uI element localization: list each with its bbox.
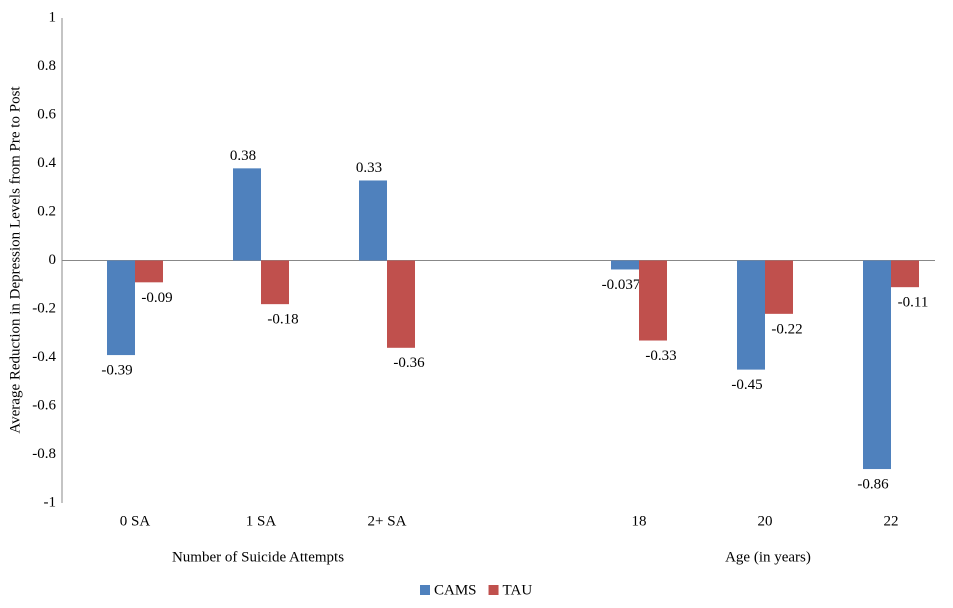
y-tick-label: -0.4 xyxy=(32,349,56,365)
y-tick-label: -1 xyxy=(44,494,57,510)
bar xyxy=(107,260,135,356)
y-tick-label: 0.8 xyxy=(37,58,56,74)
value-label: -0.037 xyxy=(602,277,641,293)
value-label: -0.22 xyxy=(771,321,802,337)
bar xyxy=(611,260,639,270)
bar xyxy=(387,260,415,348)
x-tick-label: 2+ SA xyxy=(368,513,407,529)
legend-label: TAU xyxy=(503,582,533,598)
bar xyxy=(135,260,163,283)
group-label: Number of Suicide Attempts xyxy=(172,549,344,565)
y-axis-label: Average Reduction in Depression Levels f… xyxy=(7,86,23,434)
legend-swatch xyxy=(488,585,499,595)
bar xyxy=(261,260,289,305)
value-label: -0.33 xyxy=(645,348,676,364)
value-label: 0.33 xyxy=(356,160,382,176)
value-label: -0.11 xyxy=(898,295,929,311)
group-label: Age (in years) xyxy=(725,549,811,565)
bar xyxy=(765,260,793,314)
legend-swatch xyxy=(420,585,430,595)
value-label: -0.18 xyxy=(267,312,298,328)
x-tick-label: 1 SA xyxy=(246,513,277,529)
x-tick-label: 20 xyxy=(758,513,773,529)
bar xyxy=(233,168,261,261)
y-tick-label: 1 xyxy=(49,9,57,25)
x-tick-label: 18 xyxy=(632,513,647,529)
legend-label: CAMS xyxy=(434,582,477,598)
value-label: -0.45 xyxy=(731,377,762,393)
value-label: -0.39 xyxy=(101,363,132,379)
y-tick-label: 0.4 xyxy=(37,155,56,171)
value-label: -0.36 xyxy=(393,355,425,371)
x-tick-label: 22 xyxy=(884,513,899,529)
y-tick-label: -0.2 xyxy=(32,300,56,316)
value-label: 0.38 xyxy=(230,148,256,164)
bar xyxy=(359,180,387,261)
y-tick-label: 0.2 xyxy=(37,203,56,219)
value-label: -0.86 xyxy=(857,476,889,492)
bar xyxy=(737,260,765,370)
y-tick-label: 0.6 xyxy=(37,106,56,122)
y-tick-label: -0.8 xyxy=(32,446,56,462)
x-tick-label: 0 SA xyxy=(120,513,151,529)
bar xyxy=(891,260,919,288)
y-tick-label: 0 xyxy=(49,252,57,268)
bar xyxy=(863,260,891,470)
value-label: -0.09 xyxy=(141,290,172,306)
bar xyxy=(639,260,667,341)
y-tick-label: -0.6 xyxy=(32,397,56,413)
